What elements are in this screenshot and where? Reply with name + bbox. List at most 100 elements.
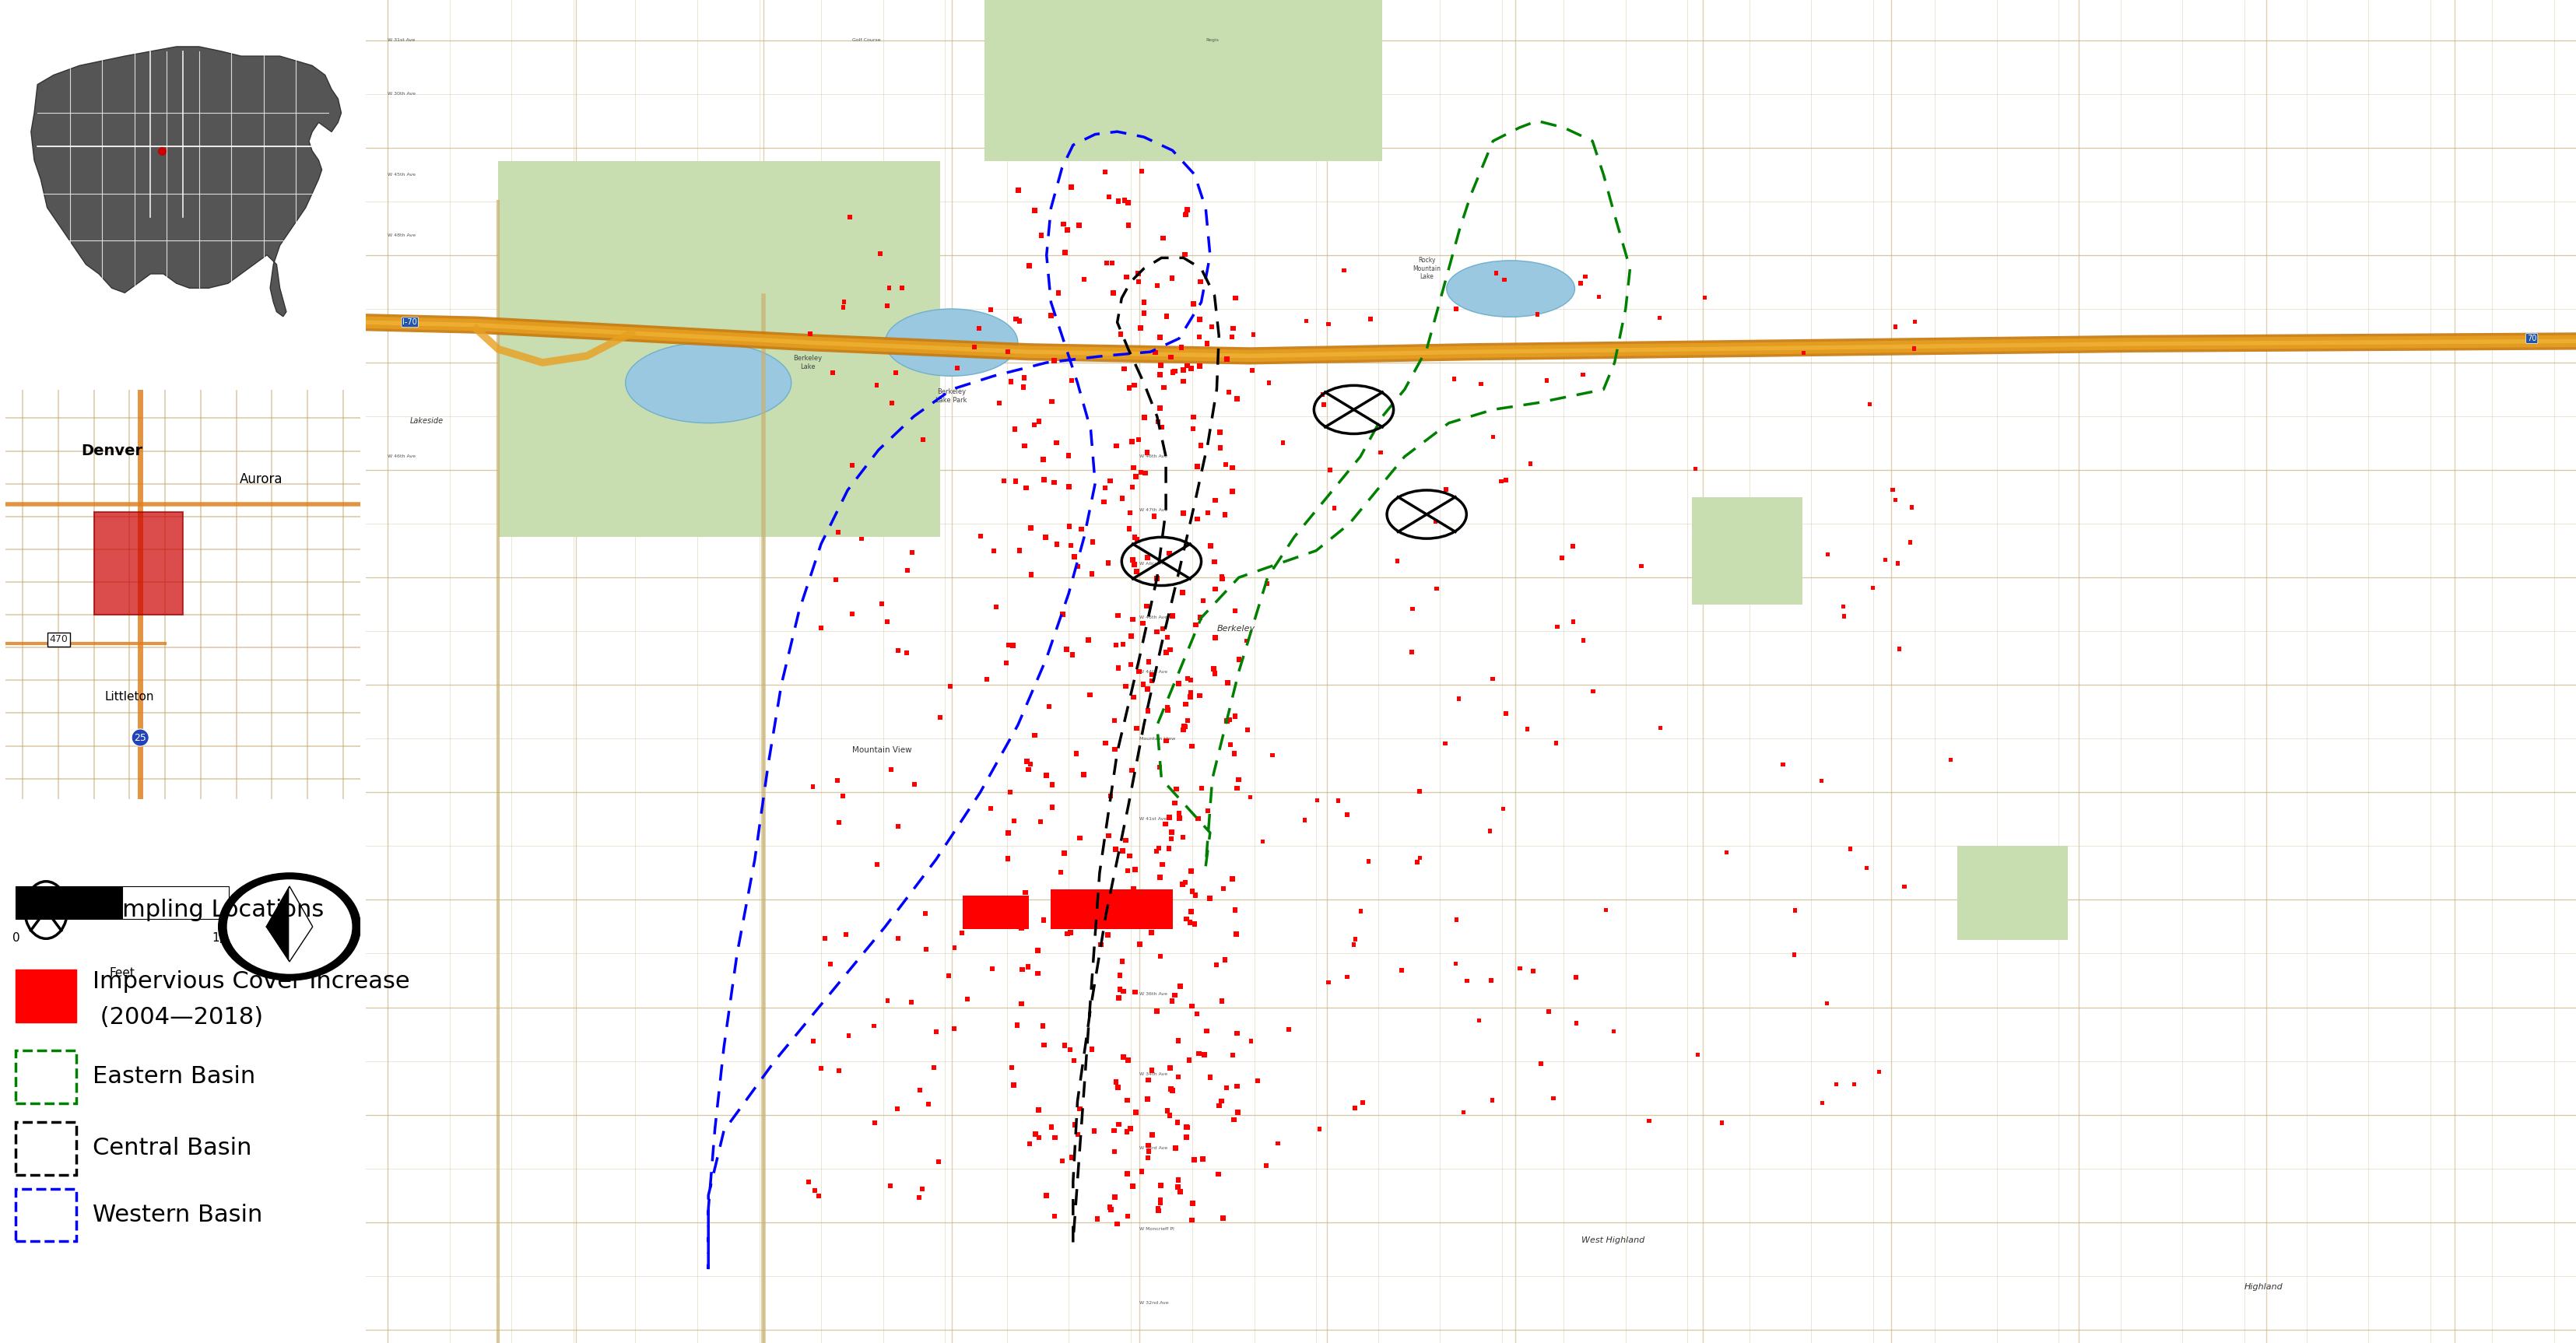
Point xyxy=(1136,275,1177,297)
Point xyxy=(1172,881,1213,902)
Point xyxy=(1775,900,1816,921)
Point xyxy=(1036,432,1077,454)
Point xyxy=(1072,1038,1113,1060)
Point xyxy=(822,786,863,807)
Text: 1,000: 1,000 xyxy=(211,932,245,944)
Point xyxy=(878,815,920,837)
Point xyxy=(1571,681,1613,702)
Point xyxy=(1108,377,1149,399)
Point xyxy=(1128,1147,1170,1168)
Text: Lakeside: Lakeside xyxy=(410,416,443,424)
Text: W 47th Ave: W 47th Ave xyxy=(1139,509,1167,512)
Point xyxy=(992,1074,1033,1096)
Point xyxy=(1182,1044,1224,1065)
Point xyxy=(1015,200,1056,222)
Point xyxy=(1860,1061,1901,1082)
Point xyxy=(1182,1148,1224,1170)
Point xyxy=(1200,990,1242,1011)
Point xyxy=(1002,917,1043,939)
Point xyxy=(1188,800,1229,822)
Bar xyxy=(15,1050,77,1103)
Point xyxy=(1043,842,1084,864)
Point xyxy=(1010,255,1051,277)
Point xyxy=(1123,407,1164,428)
Point xyxy=(819,1060,860,1081)
Point xyxy=(1084,161,1126,183)
Point xyxy=(902,428,943,450)
Point xyxy=(971,798,1012,819)
Point xyxy=(1131,663,1172,685)
Point xyxy=(871,392,912,414)
Point xyxy=(1010,517,1051,539)
Point xyxy=(1036,882,1077,904)
Point xyxy=(1448,970,1489,991)
Point xyxy=(1213,743,1255,764)
Point xyxy=(1139,1199,1180,1221)
Point xyxy=(1048,475,1090,497)
Point xyxy=(1159,1180,1200,1202)
Text: W Alice Pl: W Alice Pl xyxy=(1139,563,1164,565)
Point xyxy=(1110,626,1151,647)
Point xyxy=(878,639,920,661)
Text: Feet: Feet xyxy=(111,967,137,979)
Point xyxy=(994,309,1036,330)
Point xyxy=(878,928,920,950)
Point xyxy=(1118,263,1159,285)
Point xyxy=(1164,716,1206,737)
Bar xyxy=(984,0,1383,161)
Point xyxy=(1054,547,1095,568)
Point xyxy=(891,541,933,563)
Point xyxy=(1103,359,1144,380)
Point xyxy=(1414,510,1455,532)
Point xyxy=(1878,638,1919,659)
Point xyxy=(1139,945,1180,967)
Point xyxy=(994,419,1036,441)
Point xyxy=(1399,780,1440,802)
Point xyxy=(1216,287,1257,309)
Point xyxy=(1211,868,1252,889)
Point xyxy=(1200,1091,1242,1112)
Point xyxy=(1484,798,1525,819)
Point xyxy=(927,966,969,987)
Point xyxy=(1115,560,1157,582)
Point xyxy=(1177,508,1218,529)
Point xyxy=(1139,364,1180,385)
Text: Littleton: Littleton xyxy=(106,690,155,702)
Point xyxy=(1126,547,1167,568)
Point xyxy=(1033,471,1074,493)
Point xyxy=(1036,533,1077,555)
Point xyxy=(1834,1074,1875,1096)
Point xyxy=(1105,266,1146,287)
Point xyxy=(1164,204,1206,226)
Point xyxy=(1824,606,1865,627)
Point xyxy=(1893,312,1935,333)
Point xyxy=(1041,1151,1082,1172)
Point xyxy=(1162,371,1203,392)
Point xyxy=(1762,753,1803,775)
Point xyxy=(1180,685,1221,706)
Point xyxy=(1033,1127,1074,1148)
Point xyxy=(1525,369,1566,391)
Point xyxy=(1432,368,1473,389)
Point xyxy=(1128,1135,1170,1156)
Point xyxy=(1167,710,1208,732)
Point xyxy=(1247,1155,1288,1176)
Point xyxy=(1131,670,1172,692)
Text: W 31st Ave: W 31st Ave xyxy=(389,39,415,42)
Point xyxy=(1005,882,1046,904)
Point xyxy=(1108,894,1149,916)
Point xyxy=(1929,749,1971,771)
Point xyxy=(1110,502,1151,524)
Point xyxy=(1128,1140,1170,1162)
Point xyxy=(1553,536,1595,557)
Text: Golf Course: Golf Course xyxy=(853,39,881,42)
Point xyxy=(1437,688,1479,709)
Point xyxy=(1103,841,1144,862)
Point xyxy=(827,1025,868,1046)
Point xyxy=(1324,259,1365,281)
Point xyxy=(1103,1046,1144,1068)
Point xyxy=(1113,549,1154,571)
Point xyxy=(1139,1190,1180,1211)
Text: Regis: Regis xyxy=(1206,39,1218,42)
Point xyxy=(987,847,1028,869)
